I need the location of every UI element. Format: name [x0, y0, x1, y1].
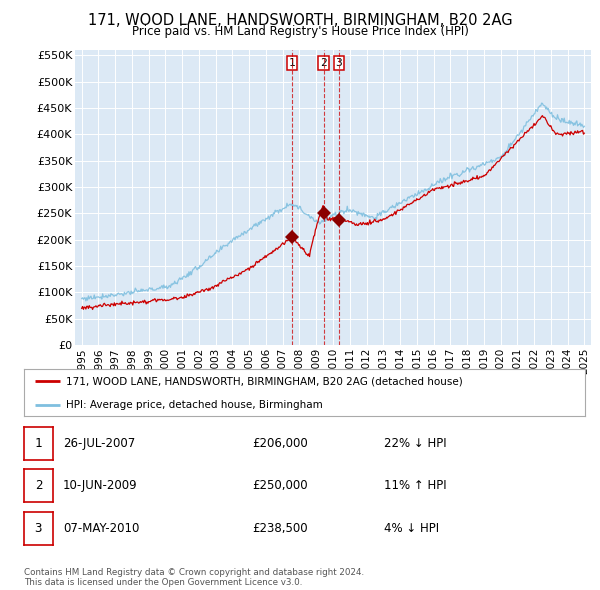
Text: £206,000: £206,000 [252, 437, 308, 450]
Text: £238,500: £238,500 [252, 522, 308, 535]
Text: Price paid vs. HM Land Registry's House Price Index (HPI): Price paid vs. HM Land Registry's House … [131, 25, 469, 38]
Text: 4% ↓ HPI: 4% ↓ HPI [384, 522, 439, 535]
Text: 07-MAY-2010: 07-MAY-2010 [63, 522, 139, 535]
Text: Contains HM Land Registry data © Crown copyright and database right 2024.
This d: Contains HM Land Registry data © Crown c… [24, 568, 364, 587]
Text: 10-JUN-2009: 10-JUN-2009 [63, 479, 137, 492]
Text: HPI: Average price, detached house, Birmingham: HPI: Average price, detached house, Birm… [66, 399, 323, 409]
Text: 26-JUL-2007: 26-JUL-2007 [63, 437, 135, 450]
Text: 3: 3 [35, 522, 42, 535]
Text: 1: 1 [289, 58, 295, 68]
Text: 1: 1 [35, 437, 42, 450]
Text: 171, WOOD LANE, HANDSWORTH, BIRMINGHAM, B20 2AG (detached house): 171, WOOD LANE, HANDSWORTH, BIRMINGHAM, … [66, 376, 463, 386]
Text: 22% ↓ HPI: 22% ↓ HPI [384, 437, 446, 450]
Text: 2: 2 [320, 58, 327, 68]
Text: £250,000: £250,000 [252, 479, 308, 492]
Text: 171, WOOD LANE, HANDSWORTH, BIRMINGHAM, B20 2AG: 171, WOOD LANE, HANDSWORTH, BIRMINGHAM, … [88, 13, 512, 28]
Text: 3: 3 [335, 58, 343, 68]
Text: 11% ↑ HPI: 11% ↑ HPI [384, 479, 446, 492]
Text: 2: 2 [35, 479, 42, 492]
